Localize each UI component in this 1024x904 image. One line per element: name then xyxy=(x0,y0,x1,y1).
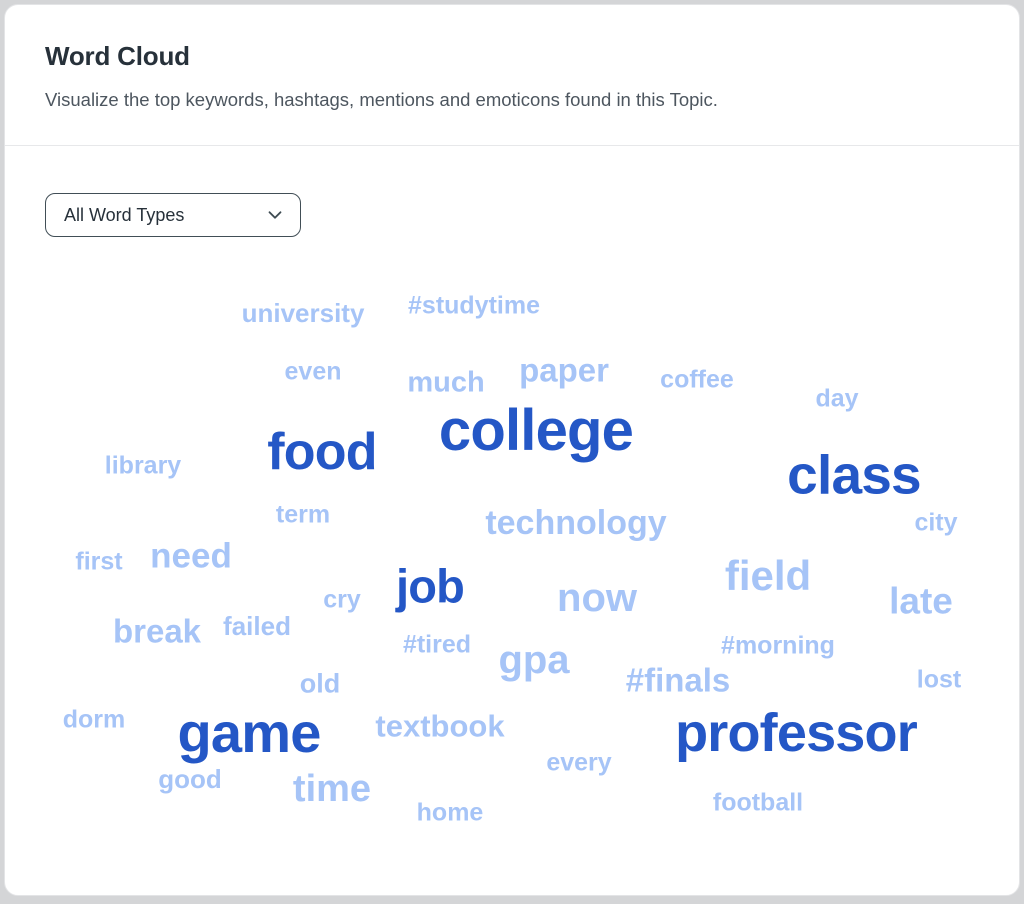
cloud-word[interactable]: technology xyxy=(485,504,667,542)
cloud-word[interactable]: cry xyxy=(323,585,361,614)
cloud-word[interactable]: need xyxy=(150,536,232,576)
cloud-word[interactable]: football xyxy=(712,788,804,817)
cloud-word[interactable]: paper xyxy=(519,351,609,389)
cloud-word[interactable]: old xyxy=(299,668,341,699)
cloud-word[interactable]: now xyxy=(557,576,637,620)
cloud-word[interactable]: break xyxy=(112,612,202,650)
cloud-word[interactable]: coffee xyxy=(660,365,734,394)
word-type-dropdown-value: All Word Types xyxy=(64,204,185,225)
cloud-word[interactable]: day xyxy=(815,384,859,413)
cloud-word[interactable]: food xyxy=(267,423,377,481)
cloud-word[interactable]: failed xyxy=(223,611,291,641)
card-header: Word Cloud Visualize the top keywords, h… xyxy=(5,5,1019,146)
cloud-word[interactable]: lost xyxy=(916,665,962,694)
cloud-word[interactable]: time xyxy=(292,768,372,810)
cloud-word[interactable]: #studytime xyxy=(408,291,540,320)
cloud-word[interactable]: class xyxy=(787,443,921,506)
cloud-word[interactable]: #morning xyxy=(721,631,835,660)
word-type-dropdown[interactable]: All Word Types xyxy=(45,193,301,237)
cloud-word[interactable]: college xyxy=(438,398,634,463)
cloud-word[interactable]: professor xyxy=(675,703,918,763)
cloud-word[interactable]: game xyxy=(177,701,321,764)
cloud-word[interactable]: every xyxy=(546,748,612,777)
cloud-word[interactable]: good xyxy=(158,764,222,794)
cloud-word[interactable]: first xyxy=(75,547,123,576)
cloud-word[interactable]: term xyxy=(275,500,331,529)
cloud-word[interactable]: job xyxy=(395,559,465,613)
cloud-word[interactable]: #tired xyxy=(402,630,472,659)
cloud-word[interactable]: library xyxy=(104,451,182,480)
cloud-word[interactable]: even xyxy=(284,357,342,386)
cloud-word[interactable]: much xyxy=(407,366,485,399)
cloud-word[interactable]: textbook xyxy=(375,708,505,744)
cloud-word[interactable]: home xyxy=(416,798,484,827)
chevron-down-icon xyxy=(268,211,282,219)
cloud-word[interactable]: gpa xyxy=(498,638,570,682)
word-cloud-card: Word Cloud Visualize the top keywords, h… xyxy=(4,4,1020,896)
page-subtitle: Visualize the top keywords, hashtags, me… xyxy=(45,89,718,110)
cloud-word[interactable]: dorm xyxy=(62,705,126,734)
page-title: Word Cloud xyxy=(45,41,190,71)
cloud-word[interactable]: field xyxy=(724,552,812,599)
cloud-word[interactable]: #finals xyxy=(625,661,731,699)
cloud-word[interactable]: university xyxy=(241,298,365,328)
cloud-word[interactable]: city xyxy=(914,508,958,537)
cloud-word[interactable]: late xyxy=(889,580,953,622)
